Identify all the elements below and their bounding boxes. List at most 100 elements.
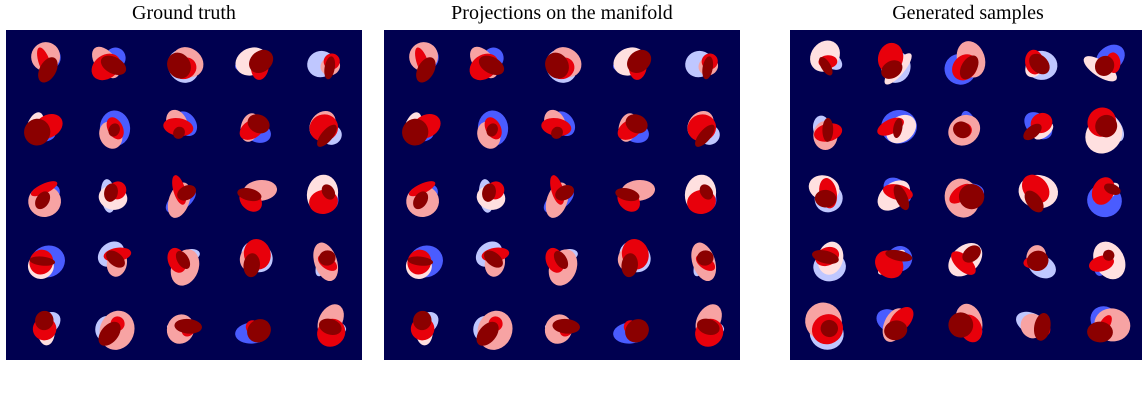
sample-blob (1025, 49, 1058, 80)
sample-blob (409, 42, 439, 83)
sample-blob (402, 112, 441, 146)
sample-blob (32, 310, 61, 346)
sample-blob (95, 310, 135, 350)
blob-part (35, 191, 51, 210)
sample-blob (28, 181, 61, 218)
panel-projections: Projections on the manifold (384, 0, 740, 360)
blob-part (1103, 249, 1115, 261)
blob-part (486, 123, 498, 137)
sample-blob (405, 245, 443, 279)
blob-part (484, 250, 503, 268)
sample-blob (948, 242, 983, 277)
blob-part (555, 185, 575, 201)
blob-part (695, 124, 715, 147)
sample-blob (691, 242, 717, 282)
blob-part (317, 124, 337, 147)
blob-part (1104, 183, 1121, 195)
blob-part (408, 181, 436, 197)
sample-blob (1016, 311, 1051, 341)
blob-part (476, 321, 499, 346)
sample-blob (875, 246, 913, 279)
blob-part (1024, 190, 1044, 213)
sample-blob (944, 178, 985, 218)
blob-part (407, 256, 434, 266)
sample-blob (541, 109, 576, 139)
blob-part (625, 114, 648, 134)
blob-part (696, 250, 714, 266)
sample-blob (163, 109, 198, 139)
blob-part (413, 191, 429, 210)
sample-blob (545, 247, 578, 286)
blob-part (1033, 313, 1051, 341)
sample-blob (165, 175, 197, 218)
sample-blob (235, 319, 271, 344)
sample-blob (543, 175, 575, 218)
blob-part (545, 52, 569, 79)
blob-part (413, 310, 432, 331)
sample-blob (808, 175, 843, 213)
blob-part (1029, 53, 1050, 75)
sample-blob (476, 179, 506, 213)
blob-part (627, 49, 652, 73)
blob-part (881, 60, 903, 79)
sample-blob (91, 46, 127, 81)
sample-blob (1087, 177, 1122, 218)
panel-title: Ground truth (132, 2, 236, 24)
sample-blob (812, 241, 846, 282)
sample-blob (27, 245, 65, 279)
blob-part (243, 253, 260, 278)
blob-part (1023, 123, 1042, 141)
blob-part (951, 251, 976, 275)
sample-blob (166, 314, 202, 344)
sample-blob (309, 110, 342, 147)
sample-grid-ground-truth (6, 30, 362, 360)
sample-blob (613, 319, 649, 344)
blob-part (29, 256, 56, 266)
blob-part (173, 126, 185, 139)
sample-blob (685, 50, 719, 80)
sample-blob (1023, 112, 1054, 141)
blob-part (482, 183, 496, 202)
blob-part (551, 126, 563, 139)
blob-part (402, 118, 429, 146)
blob-part (959, 55, 979, 80)
blob-part (35, 310, 54, 331)
sample-blob (613, 47, 652, 80)
sample-blob (617, 239, 651, 278)
sample-blob (877, 109, 917, 144)
sample-blob (544, 314, 580, 344)
sample-blob (1018, 174, 1059, 213)
sample-blob (684, 174, 717, 214)
sample-grid-projections (384, 30, 740, 360)
blob-part (615, 188, 640, 202)
blob-part (478, 55, 505, 76)
sample-blob (99, 110, 131, 149)
blob-part (948, 312, 974, 338)
blob-part (702, 56, 714, 80)
sample-blob (406, 181, 439, 218)
panel-ground-truth: Ground truth (6, 0, 362, 360)
blob-part (318, 250, 336, 266)
blob-part (552, 318, 580, 334)
blob-part (416, 57, 436, 83)
blob-part (38, 57, 58, 83)
blob-part (819, 56, 833, 76)
sample-blob (695, 304, 725, 347)
blob-part (30, 181, 58, 197)
blob-part (247, 114, 270, 134)
blob-part (885, 249, 913, 262)
blob-part (108, 123, 120, 137)
sample-blob (469, 46, 505, 81)
blob-part (696, 318, 720, 335)
blob-part (106, 250, 125, 268)
blob-part (893, 118, 903, 138)
blob-part (167, 52, 191, 79)
blob-part (324, 56, 336, 80)
blob-part (1095, 114, 1118, 138)
blob-part (318, 318, 342, 335)
blob-part (553, 250, 569, 269)
sample-blob (944, 41, 986, 85)
sample-blob (615, 180, 656, 212)
sample-blob (239, 239, 273, 278)
blob-part (249, 49, 274, 73)
